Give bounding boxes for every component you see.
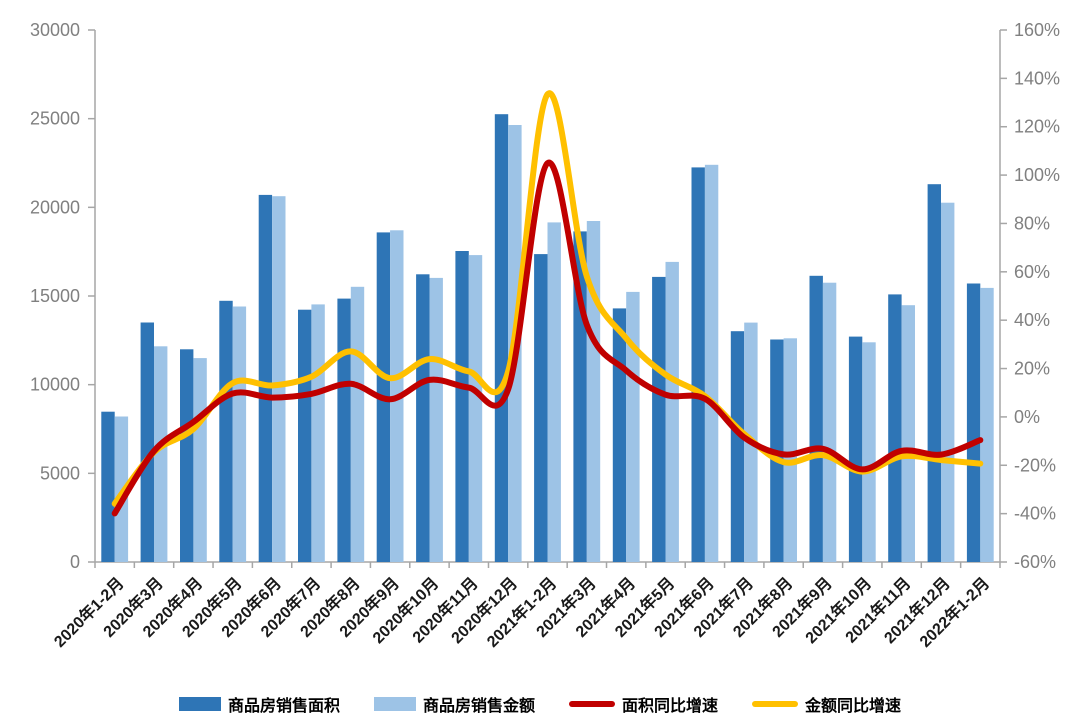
bar-sales-amount — [154, 346, 168, 562]
legend-item-amount-growth: 金额同比增速 — [752, 692, 901, 716]
y-axis-label-right: 140% — [1014, 68, 1060, 88]
bar-sales-amount — [783, 338, 797, 562]
legend-item-sales-amount: 商品房销售金额 — [373, 692, 535, 716]
bar-sales-amount — [547, 222, 561, 562]
bar-sales-amount — [901, 305, 915, 562]
bar-sales-area — [652, 276, 666, 562]
sales-amount-swatch — [373, 697, 416, 711]
y-axis-label-left: 25000 — [30, 109, 80, 129]
y-axis-label-left: 15000 — [30, 286, 80, 306]
y-axis-label-right: 80% — [1014, 213, 1050, 233]
bar-sales-area — [416, 274, 430, 562]
bar-sales-amount — [586, 221, 601, 562]
legend-label-area-growth: 面积同比增速 — [622, 698, 719, 715]
y-axis-label-left: 5000 — [40, 463, 80, 483]
y-axis-label-right: 60% — [1014, 262, 1050, 282]
bar-sales-amount — [862, 342, 876, 562]
bar-sales-amount — [980, 287, 994, 562]
bar-sales-area — [101, 411, 115, 562]
area-growth-swatch — [569, 701, 615, 707]
bar-sales-area — [848, 336, 863, 562]
bar-sales-area — [809, 275, 823, 562]
bar-sales-area — [180, 349, 194, 562]
bar-sales-area — [888, 294, 902, 562]
amount-growth-swatch — [752, 701, 799, 707]
y-axis-label-right: 120% — [1014, 117, 1060, 137]
y-axis-label-right: 160% — [1014, 20, 1060, 40]
y-axis-label-right: -60% — [1014, 552, 1056, 572]
legend-item-sales-area: 商品房销售面积 — [178, 692, 340, 716]
bar-sales-amount — [665, 261, 679, 562]
bar-sales-amount — [272, 196, 286, 562]
bar-sales-amount — [311, 304, 325, 562]
y-axis-label-right: 40% — [1014, 310, 1050, 330]
y-axis-label-left: 30000 — [30, 20, 80, 40]
legend-label-amount-growth: 金额同比增速 — [805, 698, 902, 715]
bar-sales-amount — [941, 202, 955, 562]
legend-label-sales-area: 商品房销售面积 — [227, 698, 340, 715]
bar-sales-area — [612, 308, 627, 562]
legend-item-area-growth: 面积同比增速 — [569, 692, 718, 716]
bar-sales-amount — [429, 277, 443, 562]
x-axis-label: 2020年1-2月 — [50, 573, 128, 651]
y-axis-label-right: 100% — [1014, 165, 1060, 185]
bar-sales-area — [337, 298, 351, 562]
line-area-growth — [111, 160, 984, 517]
bar-sales-area — [258, 194, 273, 562]
y-axis-label-right: -20% — [1014, 455, 1056, 475]
y-axis-label-left: 20000 — [30, 197, 80, 217]
bar-sales-area — [966, 283, 981, 562]
y-axis-label-right: 0% — [1014, 407, 1040, 427]
bar-sales-area — [534, 254, 548, 562]
bar-sales-amount — [468, 255, 483, 562]
bar-sales-amount — [232, 306, 247, 562]
bar-sales-amount — [350, 286, 365, 562]
sales-area-swatch — [178, 697, 221, 711]
legend-label-sales-amount: 商品房销售金额 — [422, 698, 535, 715]
bar-sales-area — [455, 251, 469, 562]
bar-sales-amount — [822, 282, 837, 562]
chart-legend: 商品房销售面积 商品房销售金额 面积同比增速 金额同比增速 — [0, 688, 1080, 720]
bar-sales-amount — [626, 291, 640, 562]
bar-sales-amount — [193, 358, 207, 562]
y-axis-label-left: 0 — [70, 552, 80, 572]
bar-sales-area — [730, 331, 745, 562]
line-amount-growth — [111, 90, 984, 507]
y-axis-label-left: 10000 — [30, 375, 80, 395]
bar-sales-amount — [704, 164, 719, 563]
bar-sales-area — [219, 300, 233, 562]
bar-sales-area — [140, 322, 154, 562]
bar-sales-area — [927, 184, 941, 562]
y-axis-label-right: 20% — [1014, 359, 1050, 379]
bar-sales-area — [298, 309, 312, 562]
y-axis-label-right: -40% — [1014, 504, 1056, 524]
bar-sales-area — [691, 167, 705, 562]
bar-sales-area — [494, 114, 509, 562]
